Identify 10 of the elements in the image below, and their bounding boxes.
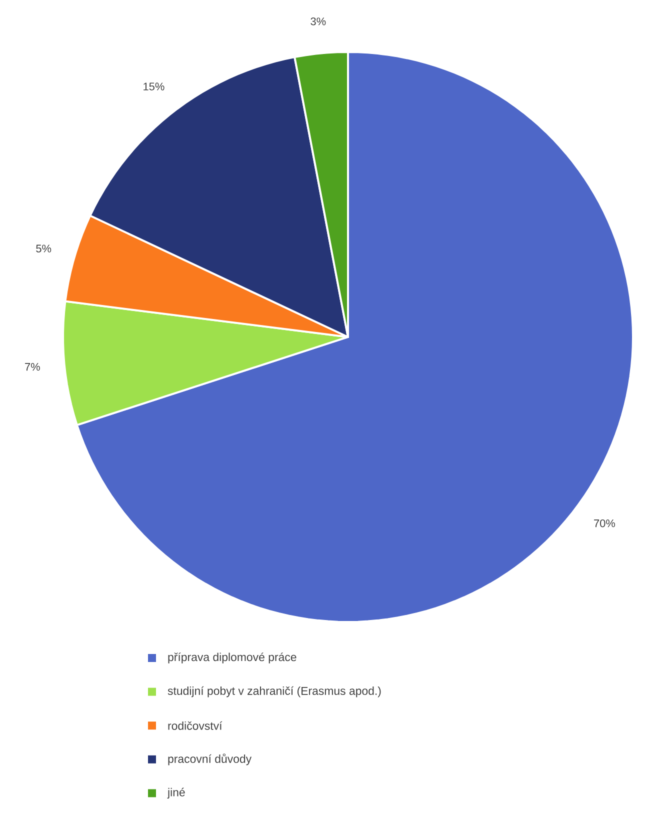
legend-label: příprava diplomové práce [168,652,296,664]
legend-label: jiné [167,788,185,799]
legend-label: rodičovství [168,721,222,730]
data-label: 7% [25,362,40,371]
data-label: 70% [594,519,616,528]
data-label: 5% [36,244,52,252]
legend-label: studijní pobyt v zahraničí (Erasmus apod.) [168,686,381,698]
data-label: 3% [310,18,326,26]
legend-label: pracovní důvody [168,754,252,766]
data-label: 15% [144,82,164,90]
